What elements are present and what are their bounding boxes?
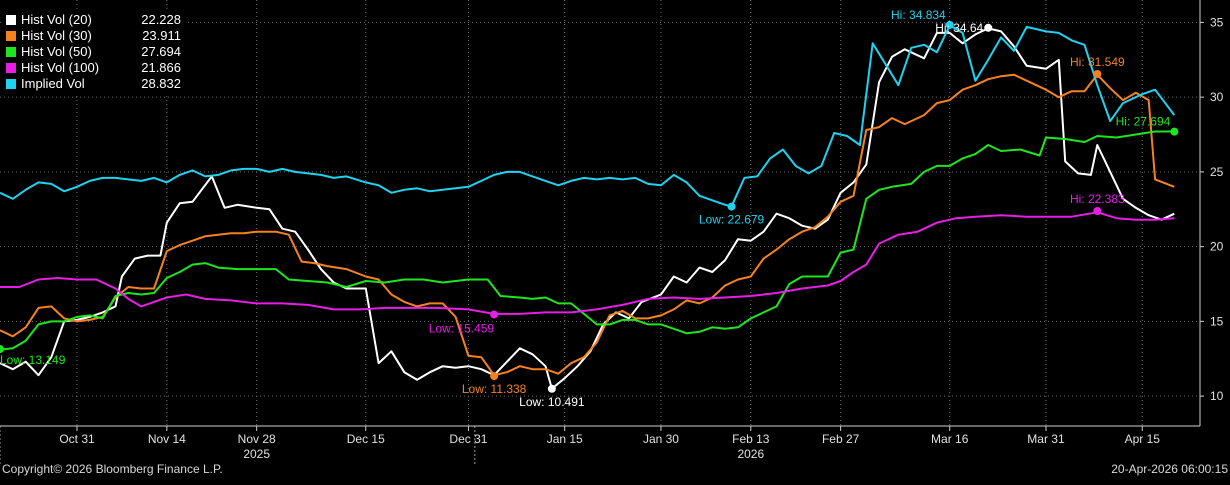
legend-item-hist-vol-20: Hist Vol (20) 22.228 <box>6 12 181 28</box>
legend-value: 22.228 <box>141 12 181 27</box>
annotation-marker <box>490 310 499 319</box>
series-line-implied-vol <box>0 24 1176 208</box>
x-tick-label: Dec 31 <box>449 432 487 446</box>
annotation-marker <box>1093 207 1102 216</box>
annotation-label: Hi: 22.383 <box>1070 192 1125 206</box>
y-tick-label: 30 <box>1210 90 1224 104</box>
legend-item-hist-vol-50: Hist Vol (50) 27.694 <box>6 44 181 60</box>
chart-legend: Hist Vol (20) 22.228 Hist Vol (30) 23.91… <box>2 10 185 94</box>
annotation-marker <box>490 372 499 381</box>
x-year-label: 2026 <box>737 447 764 461</box>
annotation-label: Hi: 34.834 <box>891 8 946 22</box>
legend-swatch <box>6 47 16 57</box>
x-tick-label: Feb 27 <box>822 432 860 446</box>
series-line-hist-vol-50 <box>0 130 1175 351</box>
annotation-marker <box>1093 70 1102 79</box>
y-tick-label: 20 <box>1210 240 1224 254</box>
series-line-hist-vol-30 <box>0 73 1175 377</box>
annotation-marker <box>0 345 4 354</box>
x-tick-label: Apr 15 <box>1125 432 1161 446</box>
legend-label: Hist Vol (30) <box>21 28 92 43</box>
legend-value: 21.866 <box>141 60 181 75</box>
annotation-label: Low: 13.149 <box>0 353 66 367</box>
legend-label: Hist Vol (20) <box>21 12 92 27</box>
y-tick-label: 25 <box>1210 165 1224 179</box>
legend-label: Implied Vol <box>21 76 85 91</box>
x-tick-label: Dec 15 <box>347 432 385 446</box>
legend-item-hist-vol-100: Hist Vol (100) 21.866 <box>6 60 181 76</box>
x-tick-label: Nov 14 <box>148 432 186 446</box>
legend-value: 27.694 <box>141 44 181 59</box>
annotation-marker <box>547 384 556 393</box>
legend-item-hist-vol-30: Hist Vol (30) 23.911 <box>6 28 181 44</box>
legend-swatch <box>6 79 16 89</box>
x-tick-label: Mar 31 <box>1027 432 1065 446</box>
timestamp-text: 20-Apr-2026 06:00:15 <box>1111 462 1228 476</box>
legend-swatch <box>6 63 16 73</box>
annotation-label: Low: 10.491 <box>519 395 585 409</box>
annotation-label: Low: 22.679 <box>699 213 765 227</box>
annotation-marker <box>727 202 736 211</box>
x-year-label: 2025 <box>243 447 270 461</box>
x-tick-label: Mar 16 <box>931 432 969 446</box>
legend-item-implied-vol: Implied Vol 28.832 <box>6 76 181 92</box>
annotation-marker <box>984 23 993 32</box>
x-tick-label: Jan 30 <box>643 432 679 446</box>
annotation-label: Low: 15.459 <box>429 322 495 336</box>
x-tick-label: Feb 13 <box>732 432 770 446</box>
y-tick-label: 10 <box>1210 389 1224 403</box>
annotation-marker <box>1170 127 1179 136</box>
x-tick-label: Oct 31 <box>59 432 95 446</box>
legend-label: Hist Vol (50) <box>21 44 92 59</box>
annotation-label: Hi: 34.64 <box>935 21 983 35</box>
legend-swatch <box>6 31 16 41</box>
legend-value: 28.832 <box>141 76 181 91</box>
legend-label: Hist Vol (100) <box>21 60 100 75</box>
y-tick-label: 35 <box>1210 15 1224 29</box>
series-line-hist-vol-100 <box>0 211 1175 315</box>
x-tick-label: Jan 15 <box>547 432 583 446</box>
x-tick-label: Nov 28 <box>238 432 276 446</box>
legend-value: 23.911 <box>142 28 181 43</box>
copyright-text: Copyright© 2026 Bloomberg Finance L.P. <box>2 462 223 476</box>
annotation-marker <box>945 20 954 29</box>
annotation-label: Hi: 27.694 <box>1116 115 1171 129</box>
y-tick-label: 15 <box>1210 314 1224 328</box>
annotation-label: Hi: 31.549 <box>1070 55 1125 69</box>
legend-swatch <box>6 15 16 25</box>
annotation-label: Low: 11.338 <box>462 382 527 396</box>
